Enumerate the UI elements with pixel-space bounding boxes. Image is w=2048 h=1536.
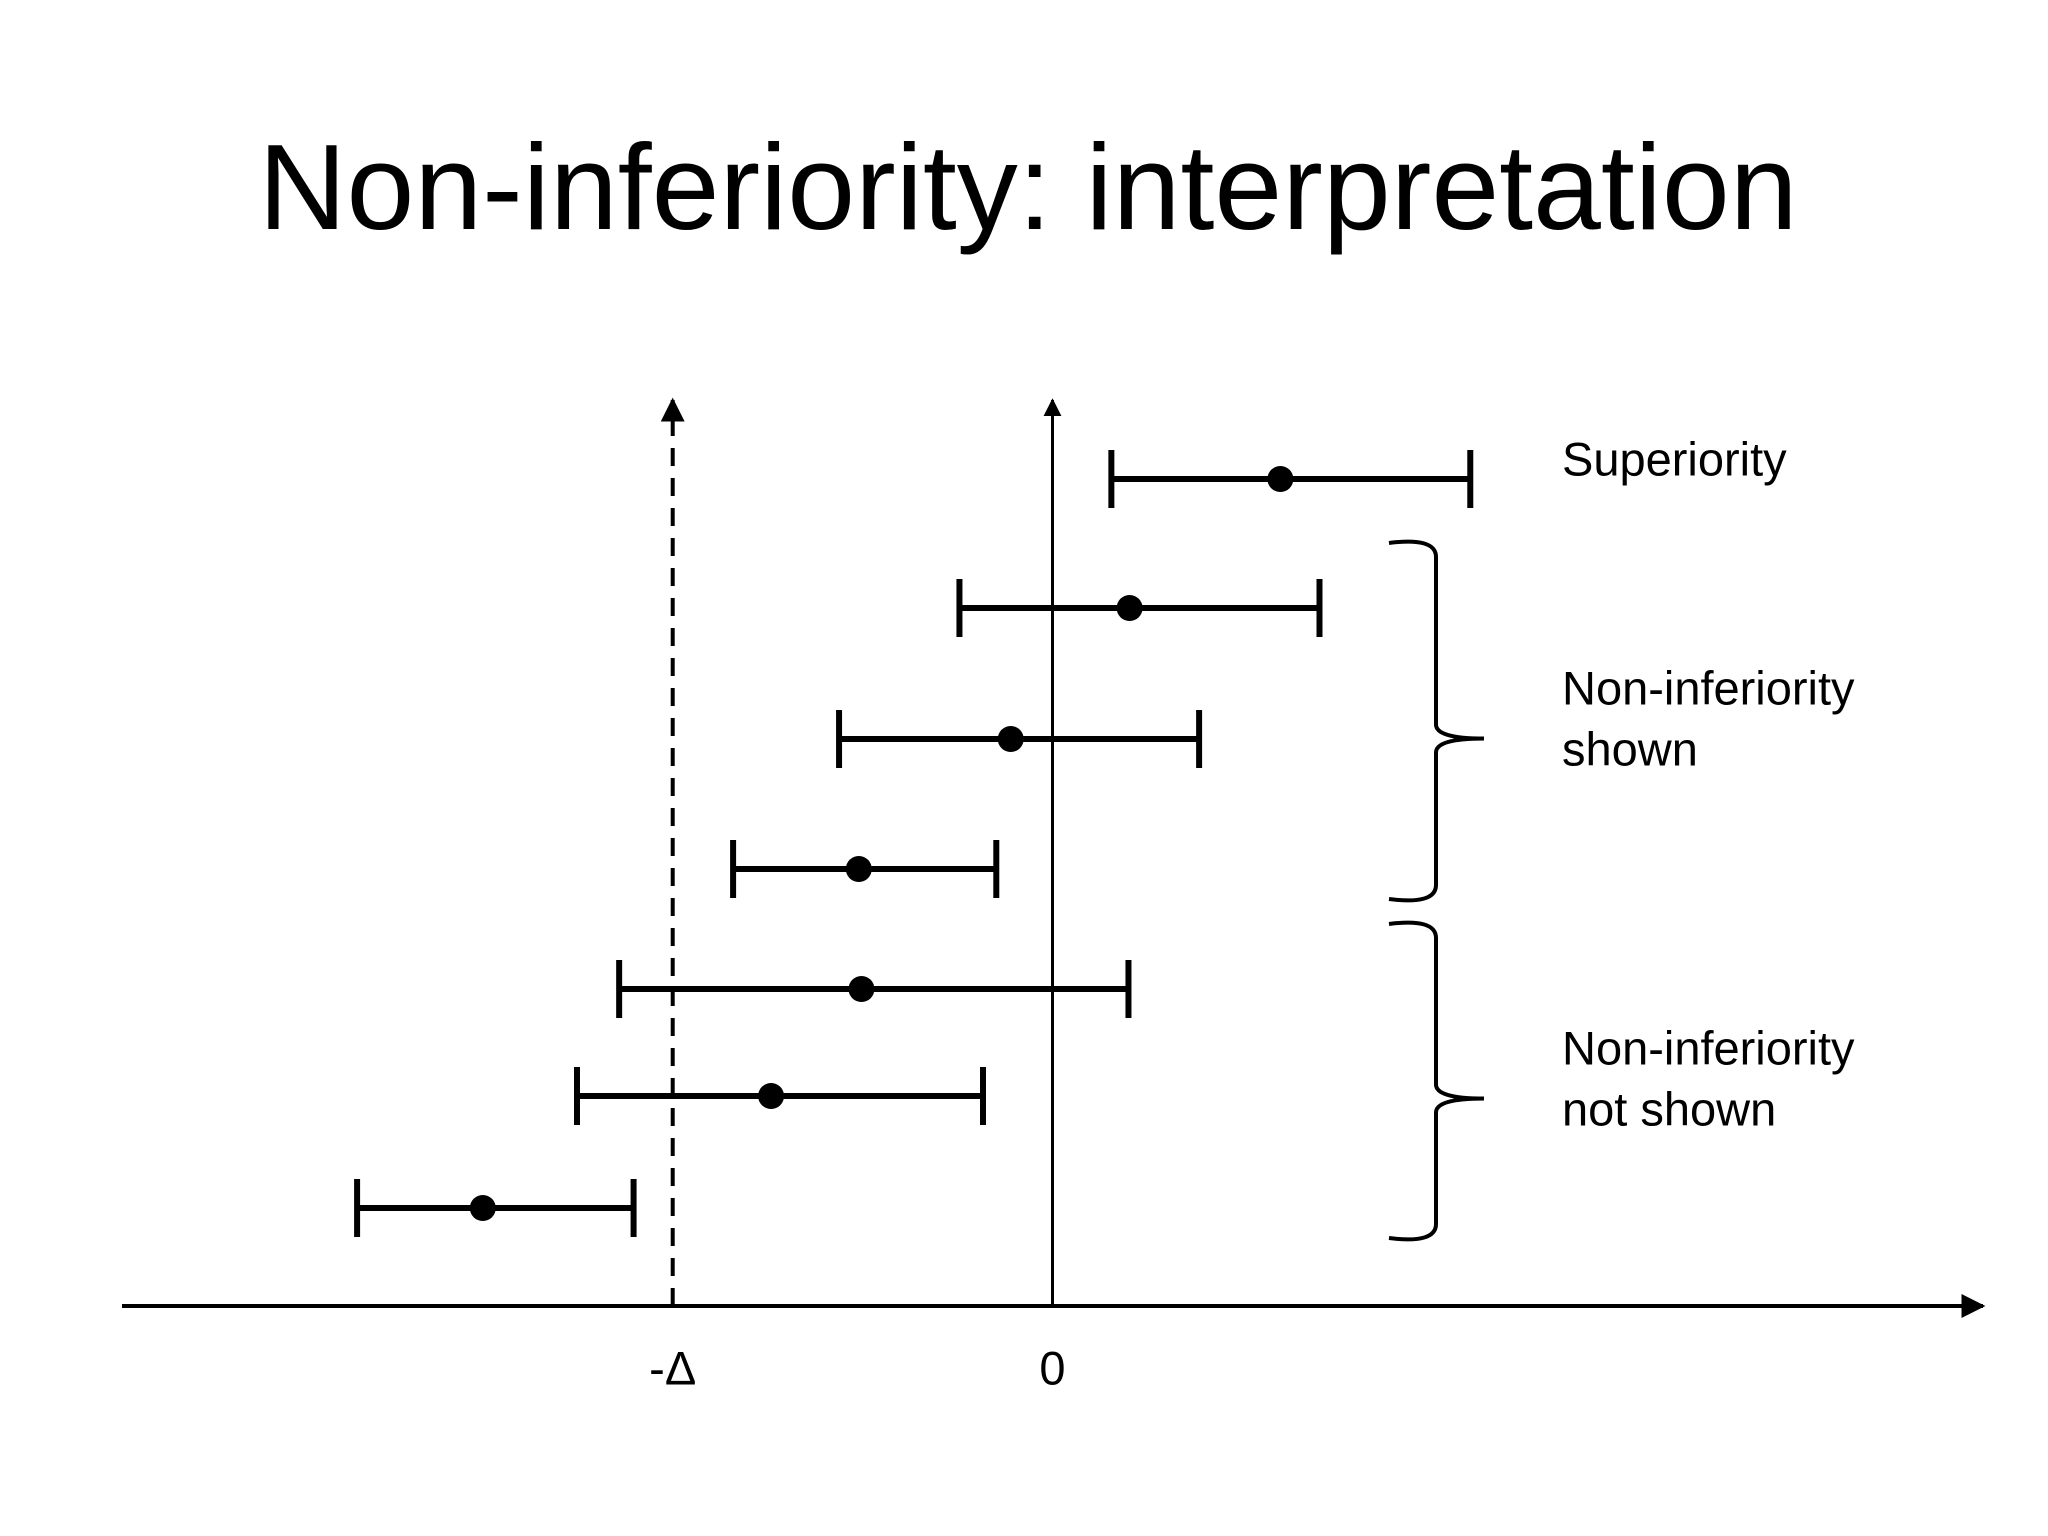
annotation-text: Non-inferiority: [1562, 1021, 1855, 1074]
annotation-text: not shown: [1562, 1082, 1776, 1135]
title: Non-inferiority: interpretation: [258, 119, 1797, 255]
estimate-point: [1267, 466, 1294, 492]
brace: [1388, 920, 1485, 1242]
estimate-point: [997, 726, 1024, 752]
estimate-point: [758, 1083, 785, 1109]
annotation-text: Non-inferiority: [1562, 661, 1855, 714]
estimate-point: [1116, 595, 1143, 621]
annotation-text: Superiority: [1562, 432, 1787, 485]
x-tick-label: 0: [1039, 1341, 1065, 1394]
estimate-point: [845, 856, 872, 882]
estimate-point: [469, 1195, 496, 1221]
brace: [1388, 539, 1485, 903]
x-tick-label: -Δ: [649, 1341, 696, 1394]
annotation-text: shown: [1562, 722, 1698, 775]
estimate-point: [848, 976, 875, 1002]
